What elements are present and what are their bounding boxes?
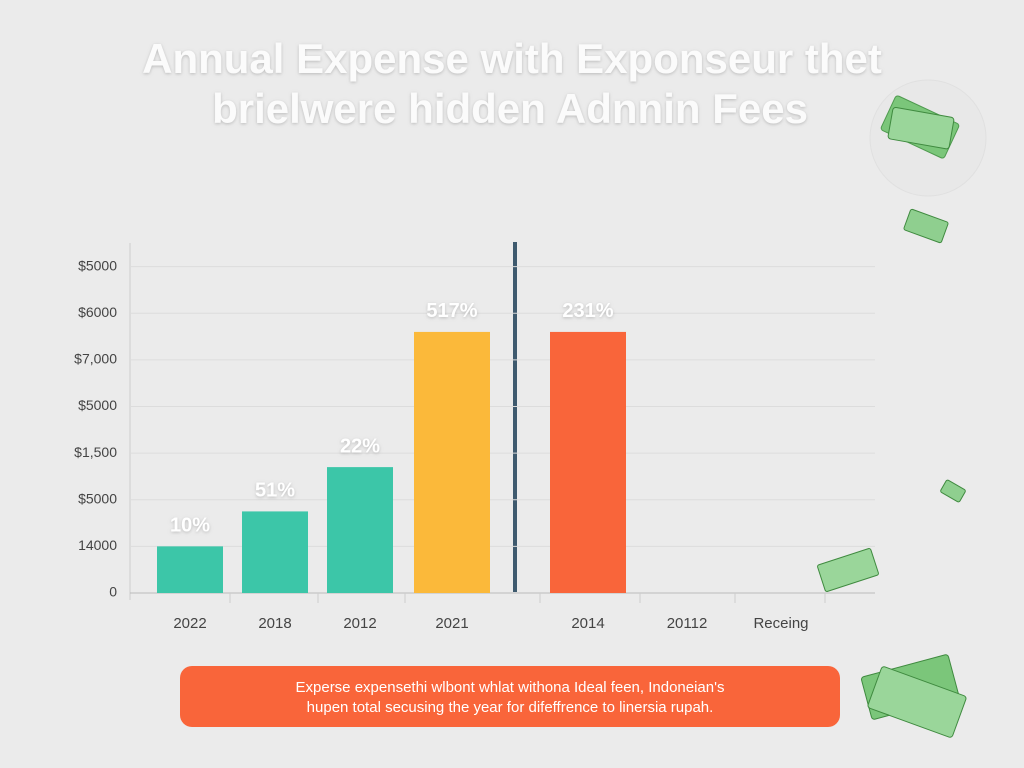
chart-subtitle: brielwere hidden Adnnin Fees <box>212 85 808 132</box>
caption-line: Experse expensethi wlbont whlat withona … <box>296 679 725 696</box>
y-tick-label: $7,000 <box>74 351 117 367</box>
x-tick-label: 2022 <box>173 615 206 632</box>
y-tick-label: $5000 <box>78 397 117 413</box>
x-tick-label: 2014 <box>571 615 604 632</box>
x-tick-label: 2012 <box>343 615 376 632</box>
x-tick-label: 2021 <box>435 615 468 632</box>
y-tick-label: $6000 <box>78 304 117 320</box>
value-label: 231% <box>562 300 613 322</box>
value-label: 10% <box>170 515 210 537</box>
y-tick-label: $5000 <box>78 490 117 506</box>
value-label: 22% <box>340 435 380 457</box>
bar <box>550 331 626 593</box>
y-tick-label: 14000 <box>78 537 117 553</box>
money-icons <box>817 79 987 738</box>
caption-box <box>180 666 840 727</box>
value-label: 51% <box>255 480 295 502</box>
caption-line: hupen total secusing the year for difeff… <box>307 699 714 716</box>
chart-title: Annual Expense with Exponseur thet <box>142 35 882 82</box>
x-tick-label: 20112 <box>667 615 708 632</box>
bar <box>157 546 223 593</box>
bar <box>242 511 308 593</box>
y-tick-label: $5000 <box>78 257 117 273</box>
bar <box>327 467 393 593</box>
x-tick-label: Receing <box>753 615 808 632</box>
y-tick-label: 0 <box>109 584 117 600</box>
bar <box>414 331 490 593</box>
y-tick-label: $1,500 <box>74 444 117 460</box>
value-label: 517% <box>426 300 477 322</box>
x-tick-label: 2018 <box>258 615 291 632</box>
